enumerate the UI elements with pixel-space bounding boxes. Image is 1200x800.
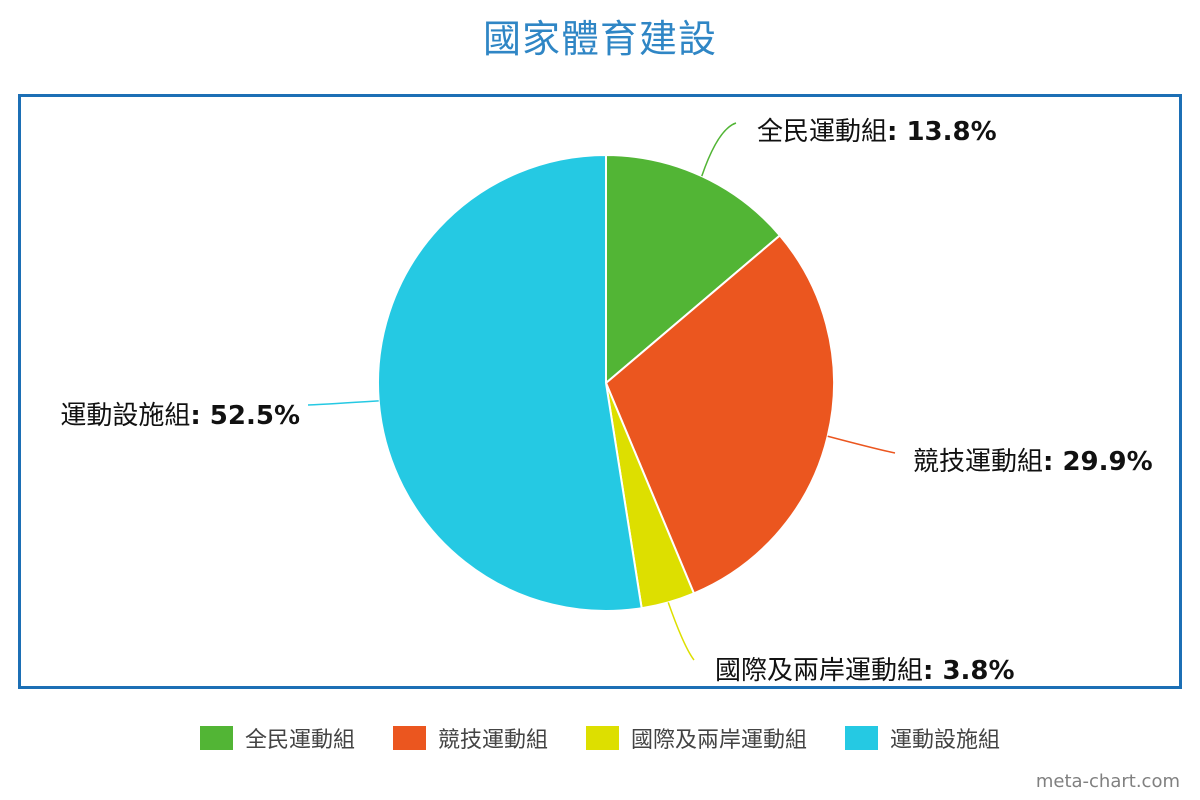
pie-slice-2[interactable]: [604, 234, 835, 595]
legend-label: 運動設施組: [890, 728, 1001, 753]
slice-label-1: 全民運動組: 13.8%: [757, 117, 997, 147]
legend-label: 全民運動組: [244, 728, 355, 753]
slice-label-value: : 29.9%: [1043, 447, 1153, 477]
legend: 全民運動組 競技運動組 國際及兩岸運動組 運動設施組: [0, 722, 1200, 754]
slice-label-category: 競技運動組: [913, 447, 1043, 477]
slice-label-2: 競技運動組: 29.9%: [913, 447, 1153, 477]
legend-item-2[interactable]: 競技運動組: [392, 722, 548, 754]
legend-label: 國際及兩岸運動組: [631, 728, 808, 753]
legend-item-1[interactable]: 全民運動組: [199, 722, 355, 754]
legend-swatch: [199, 726, 233, 750]
slice-label-category: 國際及兩岸運動組: [715, 656, 923, 686]
leader-line-4: [307, 400, 379, 406]
chart-title: 國家體育建設: [482, 17, 717, 61]
slice-label-value: : 52.5%: [190, 401, 300, 431]
leader-line-3: [667, 602, 695, 661]
credit-text[interactable]: meta-chart.com: [1035, 771, 1180, 792]
legend-item-4[interactable]: 運動設施組: [845, 722, 1000, 754]
pie-slice-4[interactable]: [377, 153, 643, 612]
chart-frame: [18, 94, 1182, 689]
legend-swatch: [392, 726, 426, 750]
slice-label-4: 運動設施組: 52.5%: [60, 401, 300, 431]
leader-line-1: [701, 122, 737, 177]
legend-item-3[interactable]: 國際及兩岸運動組: [586, 722, 807, 754]
slice-label-value: : 13.8%: [887, 117, 997, 147]
slice-label-category: 全民運動組: [757, 117, 887, 147]
legend-label: 競技運動組: [437, 728, 548, 753]
slice-label-category: 運動設施組: [60, 401, 190, 431]
legend-swatch: [845, 726, 879, 750]
slice-label-value: : 3.8%: [923, 656, 1015, 686]
leader-line-2: [827, 435, 896, 454]
slice-label-3: 國際及兩岸運動組: 3.8%: [715, 656, 1015, 686]
legend-swatch: [586, 726, 619, 750]
